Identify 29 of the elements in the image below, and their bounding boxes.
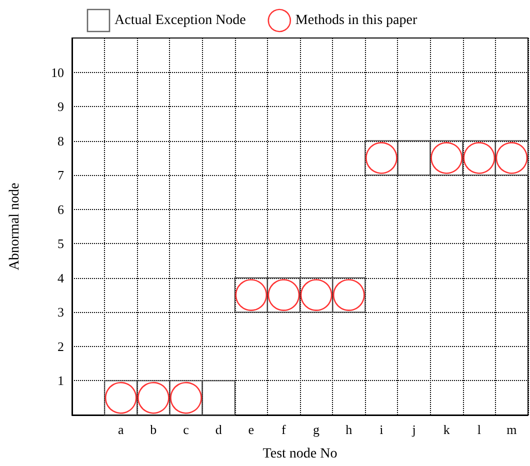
- point: [397, 140, 431, 176]
- point: [202, 380, 236, 416]
- x-tick-label: i: [380, 422, 384, 437]
- y-tick-label: 10: [51, 64, 64, 80]
- x-tick-label: m: [506, 422, 517, 437]
- x-tick-label: g: [313, 422, 320, 437]
- x-tick-label: b: [150, 422, 157, 437]
- x-tick-label: e: [248, 422, 254, 437]
- x-tick-label: j: [411, 422, 416, 437]
- x-tick-label: h: [346, 422, 353, 437]
- y-tick-label: 8: [58, 133, 64, 148]
- x-tick-label: c: [183, 422, 190, 437]
- x-axis-title: Test node No: [262, 446, 338, 462]
- x-tick-label: d: [215, 422, 222, 437]
- x-tick-label: k: [443, 422, 450, 437]
- y-axis-title: Abnormal node: [8, 182, 22, 270]
- y-tick-label: 4: [58, 270, 64, 286]
- y-tick-label: 2: [58, 338, 64, 354]
- y-tick-label: 3: [58, 304, 64, 320]
- x-tick-label: f: [282, 422, 287, 437]
- y-tick-label: 9: [58, 99, 64, 114]
- x-tick-label: a: [118, 422, 124, 437]
- legend-label: Methods in this paper: [295, 13, 418, 28]
- y-tick-label: 7: [58, 168, 64, 183]
- y-tick-label: 1: [58, 373, 64, 388]
- x-tick-label: l: [477, 422, 482, 437]
- y-tick-label: 5: [58, 236, 64, 252]
- y-tick-label: 6: [58, 202, 64, 217]
- legend-label: Actual Exception Node: [114, 13, 246, 28]
